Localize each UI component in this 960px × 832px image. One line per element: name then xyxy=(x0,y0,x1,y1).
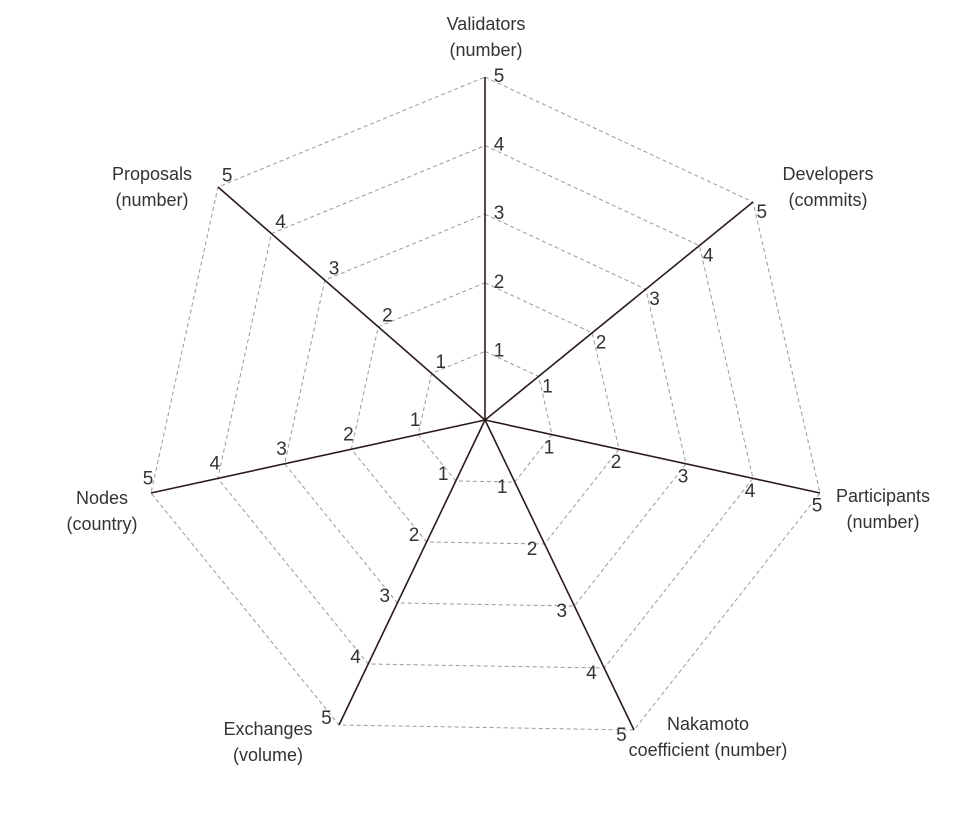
tick-nakamoto-3: 3 xyxy=(557,601,568,622)
tick-proposals-5: 5 xyxy=(222,166,233,187)
tick-developers-5: 5 xyxy=(757,202,768,223)
tick-nodes-5: 5 xyxy=(143,468,154,489)
tick-nodes-1: 1 xyxy=(410,410,421,431)
axis-label-line: Exchanges xyxy=(223,719,312,739)
axis-label-participants: Participants (number) xyxy=(836,486,930,532)
axis-label-line: Proposals xyxy=(112,164,192,184)
grid-ring-3 xyxy=(284,213,687,607)
radar-axis-labels: Validators (number) Developers (commits) Par… xyxy=(66,14,930,765)
axis-label-line: Nodes xyxy=(76,488,128,508)
tick-nodes-3: 3 xyxy=(276,439,287,460)
tick-participants-4: 4 xyxy=(745,481,756,502)
tick-proposals-2: 2 xyxy=(382,305,393,326)
axis-label-nodes: Nodes (country) xyxy=(66,488,137,534)
axis-label-validators: Validators (number) xyxy=(447,14,526,60)
tick-proposals-4: 4 xyxy=(275,212,286,233)
tick-nakamoto-1: 1 xyxy=(497,477,508,498)
tick-nodes-2: 2 xyxy=(343,425,354,446)
axis-line-exchanges xyxy=(338,419,486,726)
tick-developers-1: 1 xyxy=(542,376,553,397)
tick-participants-1: 1 xyxy=(544,437,555,458)
axis-label-line: Nakamoto xyxy=(667,714,749,734)
tick-nakamoto-5: 5 xyxy=(616,725,627,746)
tick-proposals-1: 1 xyxy=(436,352,447,373)
tick-proposals-3: 3 xyxy=(329,259,340,280)
axis-label-line: (commits) xyxy=(789,190,868,210)
axis-label-line: Developers xyxy=(782,164,873,184)
tick-exchanges-1: 1 xyxy=(438,464,449,485)
axis-label-line: Participants xyxy=(836,486,930,506)
tick-developers-4: 4 xyxy=(703,246,714,267)
axis-label-line: (volume) xyxy=(233,745,303,765)
radar-spokes xyxy=(150,77,821,731)
axis-label-line: (number) xyxy=(449,40,522,60)
axis-label-developers: Developers (commits) xyxy=(782,164,873,210)
axis-label-proposals: Proposals (number) xyxy=(112,164,192,210)
tick-developers-3: 3 xyxy=(649,289,660,310)
tick-validators-3: 3 xyxy=(494,203,505,224)
axis-line-nakamoto xyxy=(484,419,635,731)
grid-ring-4 xyxy=(217,145,754,669)
grid-ring-2 xyxy=(350,282,620,545)
axis-label-exchanges: Exchanges (volume) xyxy=(223,719,312,765)
axis-line-developers xyxy=(484,201,754,421)
tick-developers-2: 2 xyxy=(596,333,607,354)
radar-grid xyxy=(150,76,821,731)
axis-label-line: (number) xyxy=(115,190,188,210)
axis-line-proposals xyxy=(217,186,486,421)
axis-label-line: Validators xyxy=(447,14,526,34)
tick-exchanges-2: 2 xyxy=(409,525,420,546)
tick-exchanges-5: 5 xyxy=(321,708,332,729)
radar-tick-labels: 1 2 3 4 5 1 2 3 4 5 1 2 3 4 5 1 2 3 4 5 1 2 3 4 5 1 2 3 4 5 1 2 3 4 5 xyxy=(143,66,823,746)
tick-nakamoto-2: 2 xyxy=(527,539,538,560)
tick-participants-3: 3 xyxy=(678,467,689,488)
axis-label-line: coefficient (number) xyxy=(629,740,788,760)
tick-exchanges-3: 3 xyxy=(380,586,391,607)
tick-validators-2: 2 xyxy=(494,272,505,293)
grid-ring-5 xyxy=(150,76,821,731)
tick-nodes-4: 4 xyxy=(210,454,221,475)
tick-participants-2: 2 xyxy=(611,452,622,473)
tick-validators-5: 5 xyxy=(494,66,505,87)
tick-exchanges-4: 4 xyxy=(350,647,361,668)
tick-validators-4: 4 xyxy=(494,135,505,156)
axis-line-nodes xyxy=(150,419,486,494)
axis-line-participants xyxy=(484,419,821,494)
axis-label-line: (country) xyxy=(66,514,137,534)
axis-label-line: (number) xyxy=(846,512,919,532)
tick-validators-1: 1 xyxy=(494,340,505,361)
tick-nakamoto-4: 4 xyxy=(586,663,597,684)
grid-ring-1 xyxy=(417,350,553,483)
axis-label-nakamoto: Nakamoto coefficient (number) xyxy=(629,714,788,760)
tick-participants-5: 5 xyxy=(812,496,823,517)
